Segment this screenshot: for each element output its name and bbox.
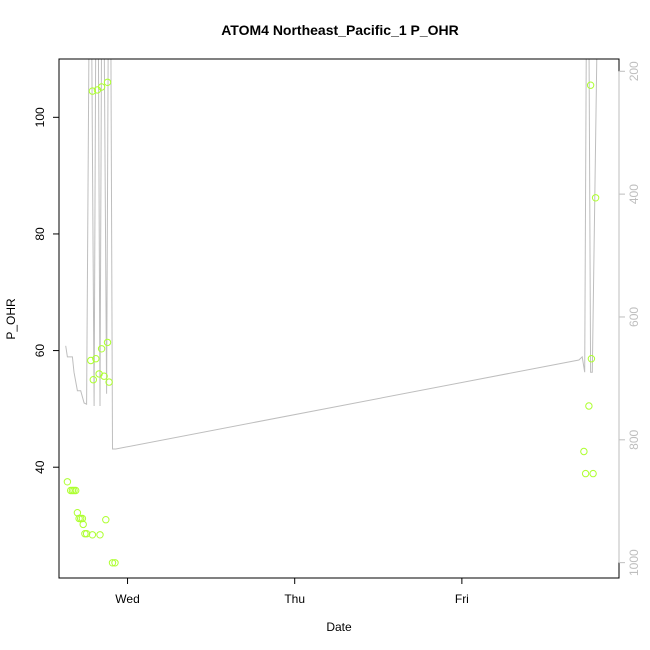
data-point — [96, 531, 104, 539]
data-point — [88, 531, 97, 539]
x-tick-label: Fri — [455, 592, 469, 606]
data-point — [591, 194, 600, 202]
data-point — [89, 376, 98, 384]
x-tick-label: Thu — [284, 592, 305, 606]
chart-title: ATOM4 Northeast_Pacific_1 P_OHR — [221, 22, 459, 38]
data-point — [589, 469, 597, 478]
series-line-0 — [65, 59, 598, 450]
data-point — [103, 338, 112, 347]
data-point — [587, 355, 596, 363]
data-point — [92, 355, 100, 363]
y2-tick-label: 400 — [627, 184, 641, 204]
data-point — [108, 559, 117, 567]
x-tick-label: Wed — [115, 592, 139, 606]
data-point — [88, 87, 97, 95]
y2-tick-label: 600 — [627, 307, 641, 327]
data-point — [581, 469, 590, 478]
data-point — [580, 447, 588, 456]
data-point — [79, 520, 87, 529]
data-point — [102, 516, 110, 524]
data-point — [100, 372, 108, 380]
plot-frame — [58, 58, 620, 579]
y2-tick-label: 800 — [627, 429, 641, 449]
y-tick-label: 40 — [33, 460, 47, 474]
y2-tick-label: 1000 — [627, 549, 641, 576]
data-point — [111, 559, 119, 567]
y2-tick-label: 200 — [627, 61, 641, 81]
data-point — [97, 345, 106, 353]
data-point — [63, 478, 72, 486]
data-point — [103, 78, 112, 87]
data-point — [97, 83, 106, 91]
data-point — [72, 486, 80, 495]
data-point — [105, 378, 113, 386]
data-point — [586, 81, 595, 89]
y-tick-label: 100 — [33, 107, 47, 127]
data-point — [87, 356, 95, 365]
plot-region: 40 60 80 100 200 400 600 800 1000 Wed Thu Fri — [33, 58, 641, 606]
y-tick-label: 60 — [33, 344, 47, 358]
y-axis-label: P_OHR — [4, 298, 18, 340]
data-point — [585, 402, 593, 410]
x-axis-label: Date — [326, 620, 352, 634]
y-tick-label: 80 — [33, 227, 47, 241]
